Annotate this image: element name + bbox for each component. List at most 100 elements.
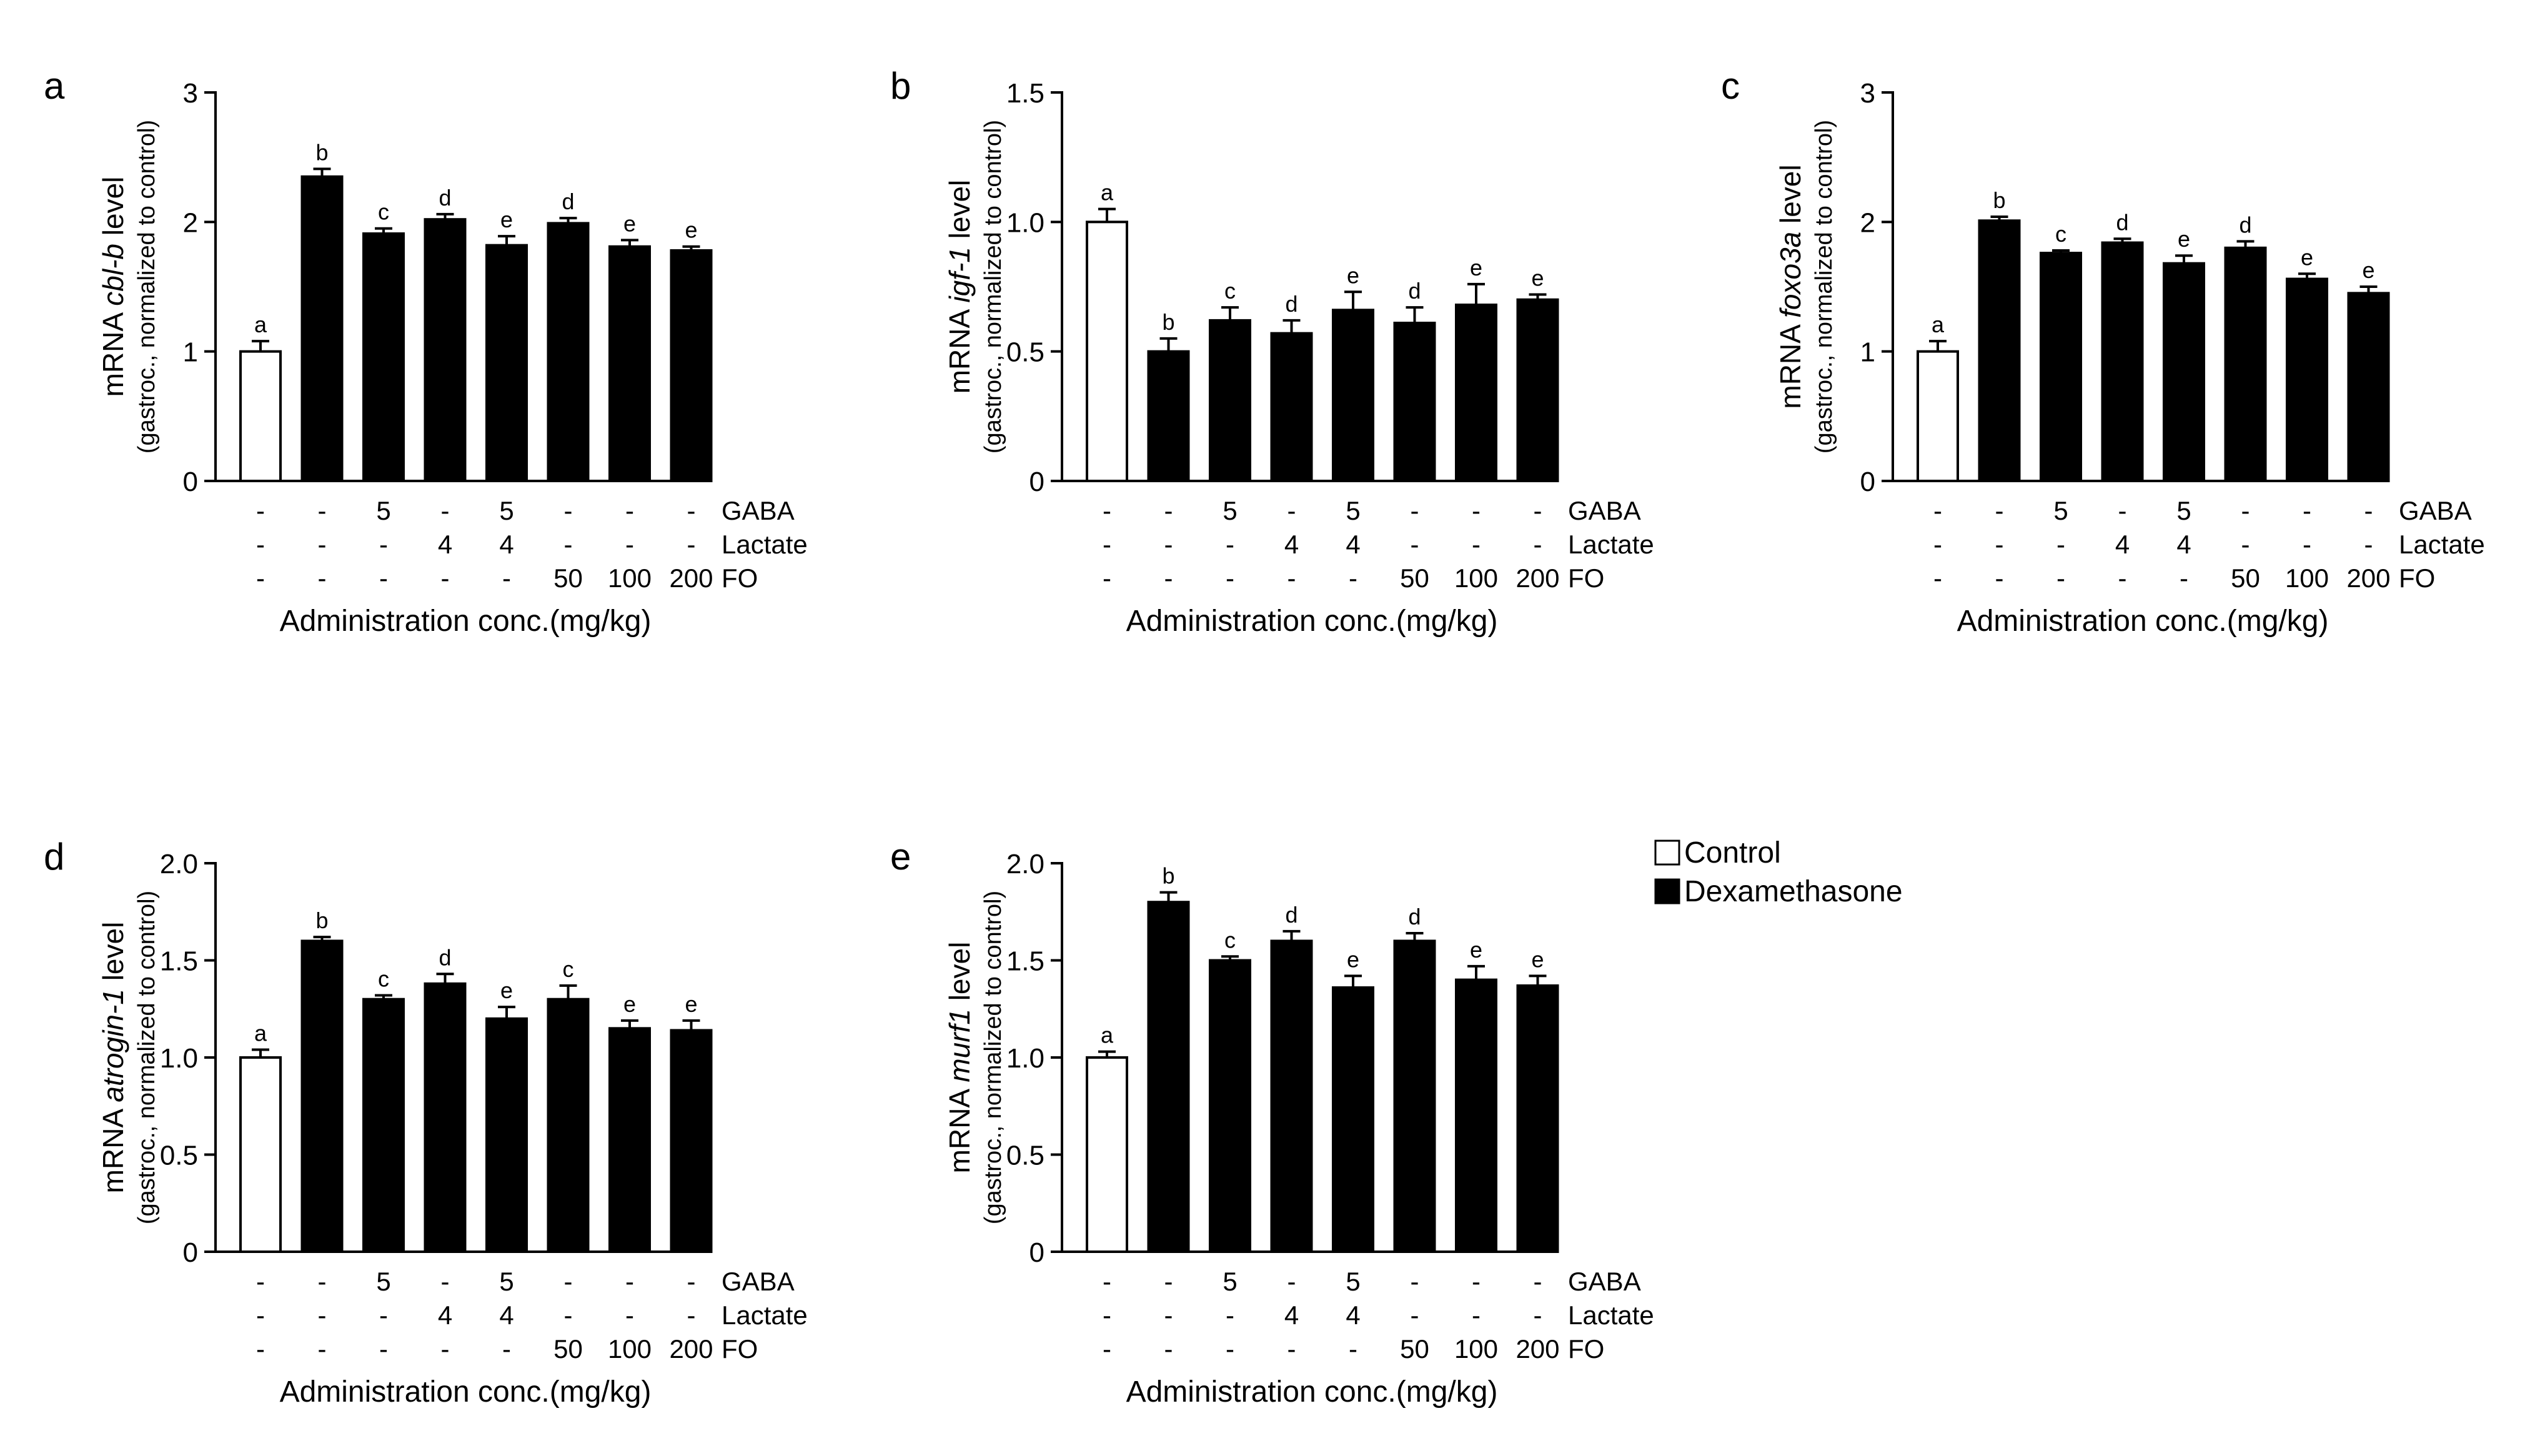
y-tick-label: 2 — [183, 207, 198, 238]
treatment-cell: - — [1472, 496, 1481, 525]
bar — [239, 350, 282, 483]
bar — [485, 244, 528, 482]
bar — [608, 245, 651, 482]
treatment-cell: - — [379, 1300, 388, 1330]
treatment-cell: 5 — [1346, 1267, 1360, 1296]
bar — [300, 939, 344, 1254]
legend-label-dexamethasone: Dexamethasone — [1684, 875, 1903, 908]
treatment-name: Lactate — [722, 1300, 808, 1330]
legend-label-control: Control — [1684, 836, 1781, 869]
y-tick-label: 2 — [1860, 207, 1875, 238]
significance-label: b — [1162, 309, 1174, 335]
y-axis-label: mRNA cbl-b level — [97, 177, 129, 397]
significance-label: e — [685, 217, 697, 243]
significance-label: e — [1347, 262, 1359, 288]
y-tick-label: 1.5 — [1006, 78, 1044, 109]
treatment-cell: 5 — [1223, 1267, 1237, 1296]
treatment-cell: 4 — [438, 1300, 452, 1330]
chart-panels: a mRNA cbl-b level (gastroc., normalized t… — [44, 65, 2485, 1409]
significance-label: e — [1531, 946, 1544, 972]
y-axis-label-line2: (gastroc., normalized to control) — [134, 120, 160, 453]
treatment-cell: 4 — [2115, 530, 2130, 559]
treatment-cell: 4 — [499, 530, 513, 559]
treatment-cell: - — [564, 1300, 573, 1330]
treatment-cell: - — [2241, 496, 2250, 525]
treatment-cell: - — [2118, 496, 2127, 525]
treatment-name: GABA — [1568, 496, 1641, 525]
treatment-cell: 200 — [669, 563, 713, 593]
treatment-cell: - — [256, 1300, 265, 1330]
chart-panel-a: a mRNA cbl-b level (gastroc., normalized t… — [44, 65, 808, 638]
significance-label: d — [562, 189, 574, 214]
treatment-cell: 100 — [1454, 563, 1498, 593]
treatment-cell: - — [1164, 1334, 1173, 1364]
bar — [1393, 939, 1436, 1254]
treatment-name: FO — [1568, 1334, 1604, 1364]
treatment-cell: - — [318, 563, 327, 593]
y-tick-label: 0 — [183, 1237, 198, 1268]
y-tick-label: 1 — [183, 337, 198, 368]
treatment-cell: - — [2056, 563, 2065, 593]
y-tick-label: 3 — [183, 78, 198, 109]
y-axis-label-suffix: level — [943, 180, 976, 247]
treatment-cell: - — [1103, 1334, 1111, 1364]
treatment-cell: - — [1933, 563, 1942, 593]
treatment-cell: - — [2241, 530, 2250, 559]
significance-label: a — [254, 312, 267, 337]
chart-panel-b: b mRNA igf-1 level (gastroc., normalized t… — [890, 65, 1654, 638]
y-tick-label: 2.0 — [160, 849, 198, 879]
significance-label: e — [1470, 937, 1482, 963]
treatment-cell: - — [1226, 1300, 1234, 1330]
treatment-cell: 5 — [376, 1267, 390, 1296]
bar — [239, 1056, 282, 1253]
treatment-cell: - — [687, 530, 696, 559]
treatment-cell: 5 — [499, 1267, 513, 1296]
treatment-cell: - — [1472, 530, 1481, 559]
treatment-cell: - — [2180, 563, 2188, 593]
treatment-cell: - — [502, 563, 511, 593]
treatment-cell: - — [1287, 496, 1296, 525]
bar — [1917, 350, 1959, 483]
legend-swatch-control — [1654, 839, 1680, 866]
treatment-cell: - — [687, 1300, 696, 1330]
bar — [1270, 939, 1313, 1254]
treatment-cell: - — [564, 496, 573, 525]
significance-label: c — [378, 199, 389, 225]
treatment-cell: - — [1164, 530, 1173, 559]
treatment-name: FO — [2399, 563, 2435, 593]
bar — [1209, 959, 1251, 1253]
treatment-cell: 4 — [1284, 530, 1299, 559]
treatment-cell: 5 — [499, 496, 513, 525]
bar — [1332, 309, 1374, 482]
significance-label: b — [315, 139, 328, 165]
treatment-cell: - — [1411, 530, 1419, 559]
treatment-cell: - — [2056, 530, 2065, 559]
x-axis-label: Administration conc.(mg/kg) — [1126, 1375, 1498, 1409]
bar — [670, 1029, 713, 1253]
bar — [362, 232, 405, 482]
treatment-cell: - — [1164, 1267, 1173, 1296]
significance-label: c — [1224, 278, 1236, 304]
y-axis-label-gene: igf-1 — [943, 247, 976, 302]
bar — [485, 1017, 528, 1254]
significance-label: d — [1408, 904, 1421, 929]
treatment-cell: - — [256, 1267, 265, 1296]
treatment-cell: - — [1226, 563, 1234, 593]
y-tick-label: 1.0 — [1006, 207, 1044, 238]
treatment-cell: 5 — [1346, 496, 1360, 525]
treatment-cell: 100 — [1454, 1334, 1498, 1364]
y-axis-label-prefix: mRNA — [97, 306, 129, 397]
bar — [1147, 901, 1190, 1253]
treatment-cell: - — [1103, 496, 1111, 525]
treatment-cell: - — [1103, 563, 1111, 593]
significance-label: e — [623, 210, 636, 236]
y-tick-label: 1.5 — [1006, 946, 1044, 977]
y-axis-label-prefix: mRNA — [97, 1102, 129, 1194]
treatment-cell: 5 — [1223, 496, 1237, 525]
treatment-cell: 5 — [2053, 496, 2068, 525]
bar — [1086, 220, 1128, 482]
treatment-cell: - — [379, 563, 388, 593]
treatment-cell: - — [1226, 1334, 1234, 1364]
treatment-cell: - — [1995, 496, 2004, 525]
